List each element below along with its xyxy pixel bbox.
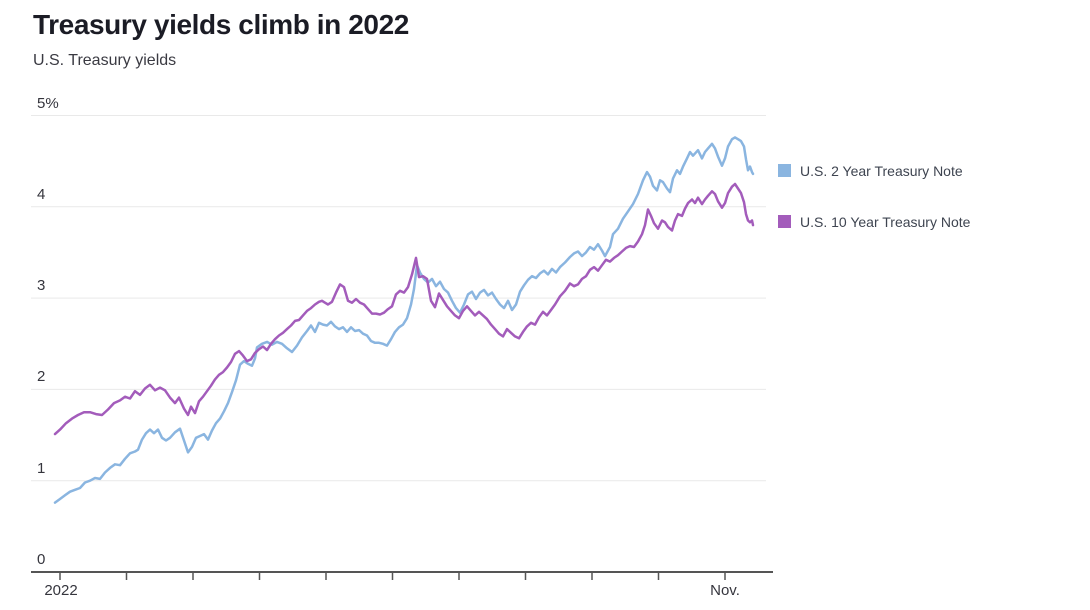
gridlines: [31, 115, 766, 482]
x-axis-ticks: [59, 573, 726, 580]
legend-swatch-icon: [778, 215, 791, 228]
chart-subtitle: U.S. Treasury yields: [33, 52, 177, 69]
y-axis-label-1: 1: [37, 459, 46, 477]
chart-title: Treasury yields climb in 2022: [33, 9, 409, 40]
y-axis-label-2: 2: [37, 368, 46, 386]
line-2-year-note: [53, 136, 755, 504]
legend-swatch-icon: [778, 164, 791, 177]
series-lines: [53, 136, 755, 504]
y-axis-label-4: 4: [37, 185, 46, 203]
y-axis-label-5: 5%: [37, 94, 59, 112]
legend-label: U.S. 10 Year Treasury Note: [800, 214, 971, 230]
line-10-year-note: [53, 182, 755, 436]
legend-label: U.S. 2 Year Treasury Note: [800, 163, 963, 179]
x-axis-label-2022: 2022: [44, 582, 78, 599]
x-axis-label-nov: Nov.: [710, 582, 740, 599]
y-axis-label-0: 0: [37, 551, 46, 568]
y-axis-label-3: 3: [37, 277, 46, 295]
